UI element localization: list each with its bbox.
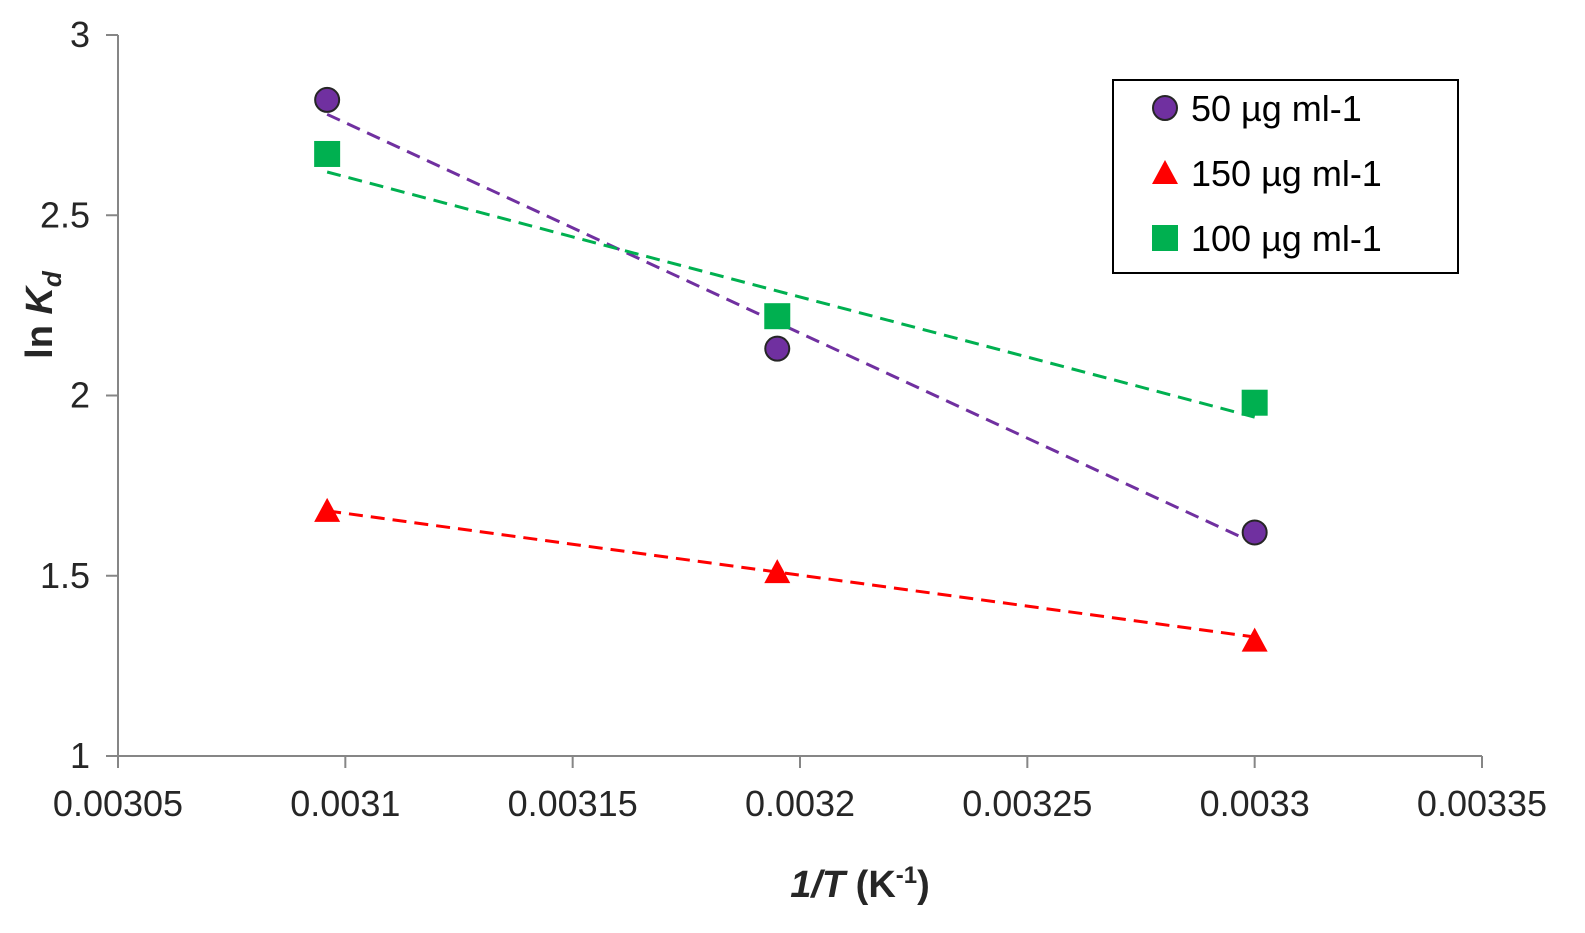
x-tick-label: 0.00315	[508, 783, 638, 824]
legend-label: 150 µg ml-1	[1191, 153, 1382, 194]
x-axis-title-close: )	[917, 864, 930, 906]
legend: 50 µg ml-1 150 µg ml-1 100 µg ml-1	[1112, 79, 1459, 274]
data-point-triangle	[764, 559, 791, 584]
y-tick-label: 2.5	[40, 194, 90, 235]
y-tick-label: 1	[70, 735, 90, 776]
x-tick-label: 0.0031	[290, 783, 400, 824]
x-axis-title-sup: -1	[896, 862, 917, 889]
x-tick-label: 0.0032	[745, 783, 855, 824]
y-axis-title-plain: ln	[19, 315, 61, 359]
x-tick-label: 0.0033	[1200, 783, 1310, 824]
axes: 1 1.5 2 2.5 3 0.00305 0.0031 0.00315 0.0032 0.003…	[40, 14, 1547, 824]
y-tick-label: 1.5	[40, 555, 90, 596]
y-tick-label: 3	[70, 14, 90, 55]
x-tick-label: 0.00335	[1417, 783, 1547, 824]
data-point-circle	[764, 335, 791, 362]
y-axis-title: ln Kd	[19, 270, 67, 359]
legend-label: 50 µg ml-1	[1191, 88, 1362, 129]
trendline-circle	[326, 112, 1256, 545]
y-tick-label: 2	[70, 375, 90, 416]
data-point-circle	[314, 86, 341, 113]
markers	[314, 86, 1268, 652]
data-point-square	[764, 303, 791, 330]
data-point-square	[314, 140, 341, 167]
y-axis-title-italic: K	[19, 285, 61, 315]
legend-label: 100 µg ml-1	[1191, 218, 1382, 259]
x-tick-label: 0.00305	[53, 783, 183, 824]
trendline-triangle	[326, 509, 1255, 639]
x-axis-title-italic: 1/T	[790, 864, 848, 906]
trendlines	[326, 112, 1256, 639]
legend-marker-triangle	[1152, 160, 1178, 184]
data-point-triangle	[314, 497, 341, 522]
data-point-square	[1241, 389, 1268, 416]
x-axis-title-plain: (K	[845, 864, 896, 906]
legend-marker-circle	[1152, 95, 1178, 121]
y-axis-title-sub: d	[37, 270, 67, 287]
data-point-circle	[1241, 519, 1268, 546]
x-axis-title: 1/T (K-1)	[790, 862, 930, 906]
data-point-triangle	[1241, 627, 1268, 652]
legend-marker-square	[1152, 225, 1178, 251]
x-tick-label: 0.00325	[962, 783, 1092, 824]
trendline-square	[326, 170, 1256, 419]
